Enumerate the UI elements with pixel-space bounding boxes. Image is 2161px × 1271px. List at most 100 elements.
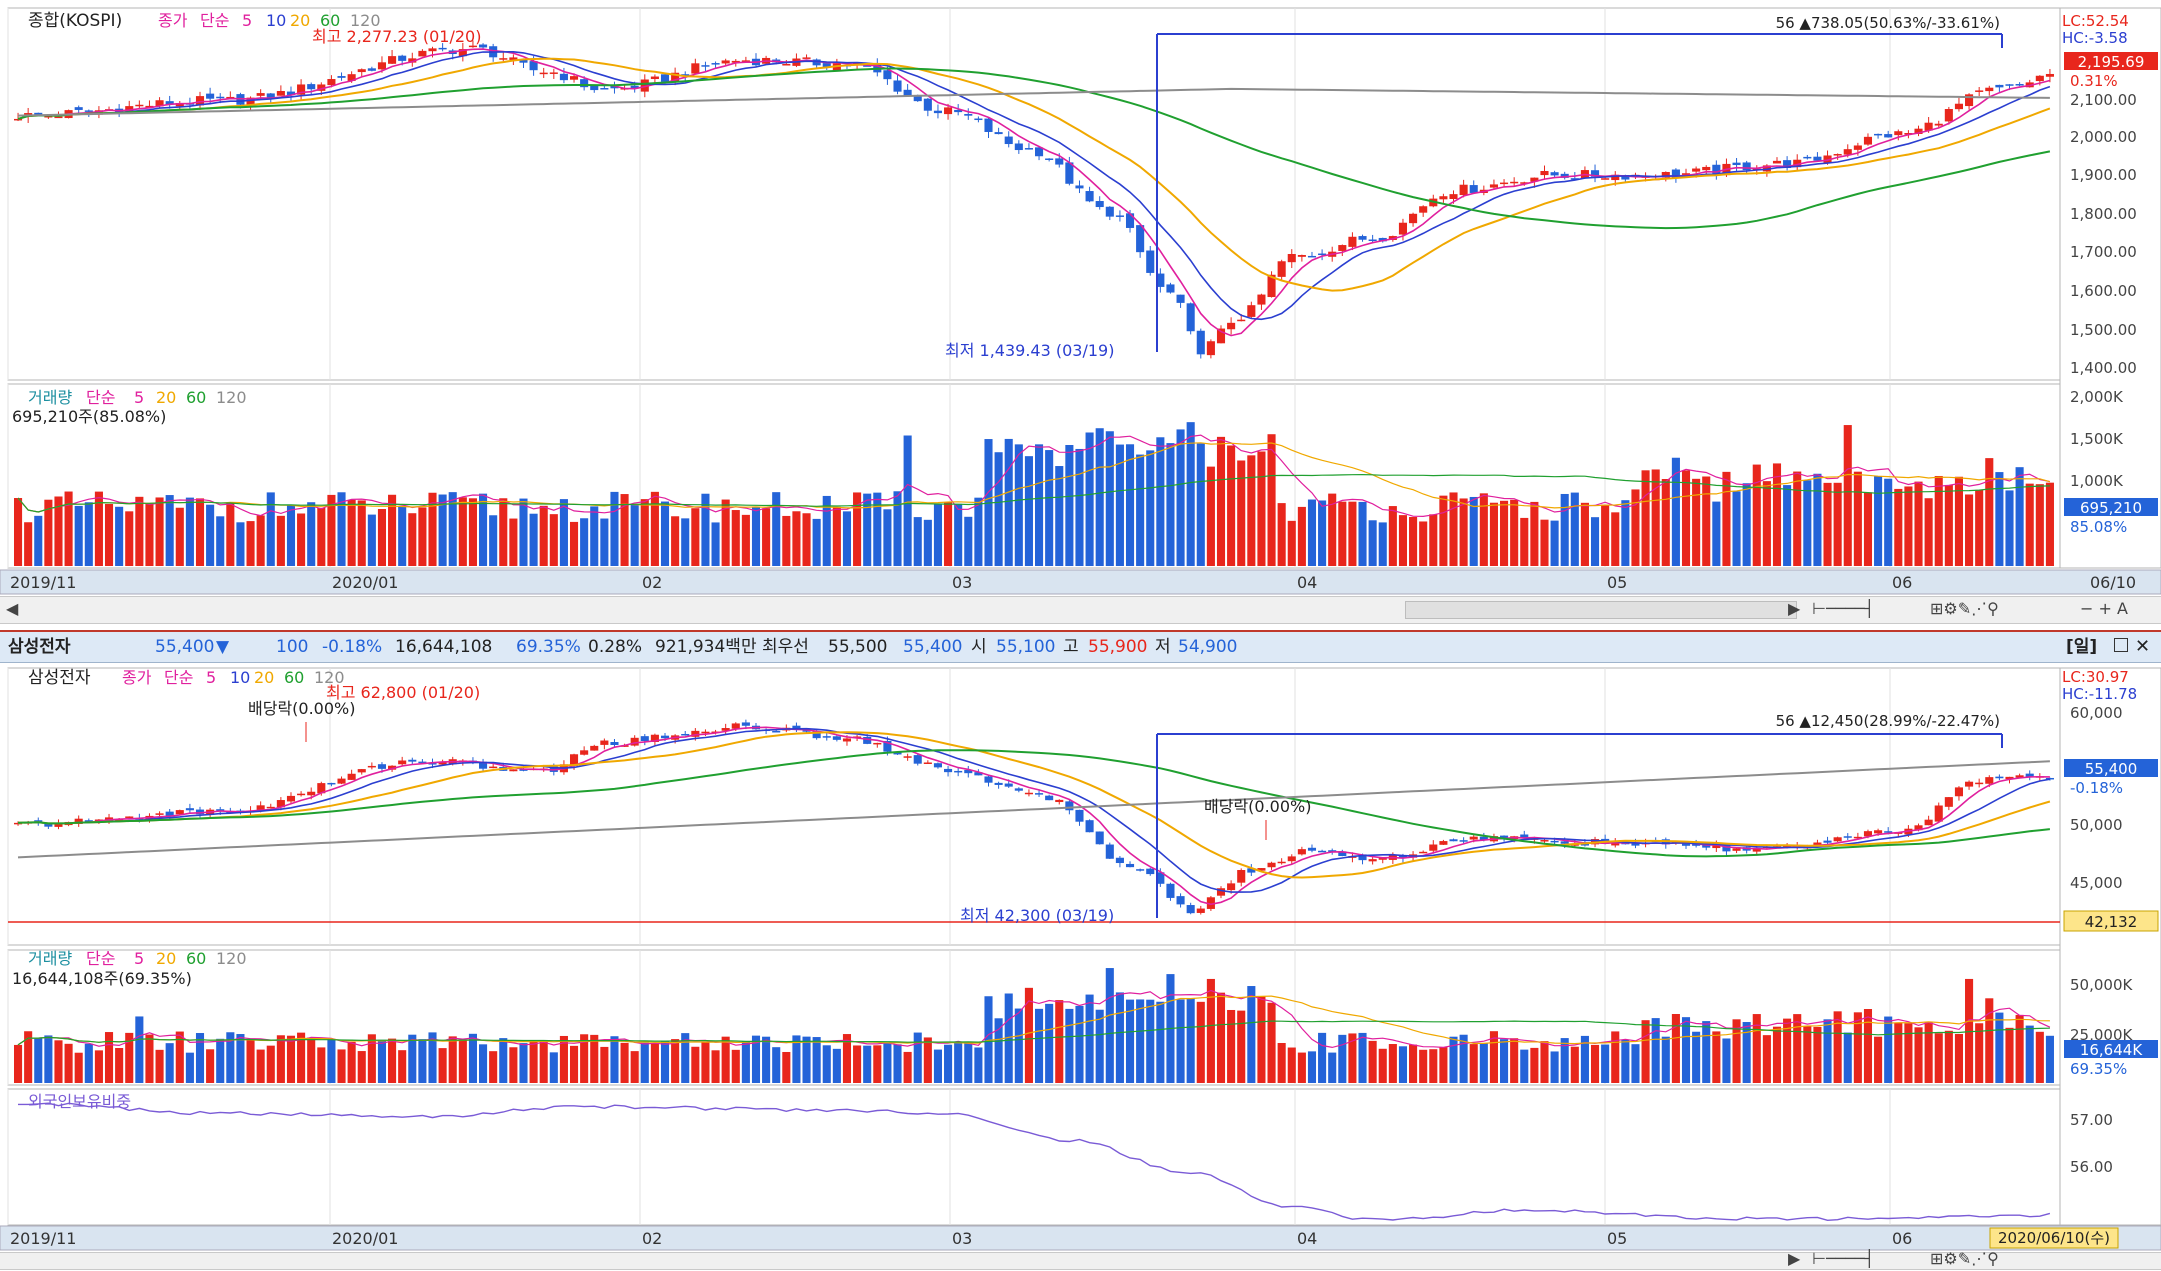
samsung-volume-bar xyxy=(468,1033,477,1083)
kospi-volume-bar xyxy=(165,495,174,566)
samsung-candle xyxy=(974,772,983,776)
kospi-volume-bar xyxy=(1125,444,1135,566)
scroll-left-icon[interactable]: ◀ xyxy=(6,599,19,618)
samsung-volume-bar xyxy=(539,1041,548,1083)
kospi-candle xyxy=(468,45,477,48)
samsung-volume-bar xyxy=(479,1044,488,1083)
samsung-candle xyxy=(185,808,194,811)
samsung-volume-bar xyxy=(1398,1046,1408,1083)
kospi-volume-bar xyxy=(1449,492,1458,566)
legend-item: 5 xyxy=(206,668,216,687)
kospi-volume-bar xyxy=(1136,454,1145,566)
high-annotation: 최고 62,800 (01/20) xyxy=(326,683,480,702)
samsung-candle xyxy=(1227,883,1236,891)
kospi-candle xyxy=(1469,185,1478,193)
kospi-candle xyxy=(923,98,932,111)
zoom-slider[interactable]: ⊢────┤ xyxy=(1812,1249,1875,1268)
samsung-candle xyxy=(1065,801,1074,811)
samsung-volume-bar xyxy=(246,1039,255,1083)
samsung-volume-bar xyxy=(226,1032,235,1083)
samsung-candle xyxy=(428,763,437,765)
kospi-candle xyxy=(1530,177,1539,182)
maximize-icon[interactable] xyxy=(2114,638,2128,652)
samsung-volume-bar xyxy=(842,1034,852,1083)
kospi-volume-bar xyxy=(448,492,457,566)
samsung-volume-bar xyxy=(438,1048,447,1083)
kospi-candle xyxy=(1570,178,1579,180)
scroll-right-icon[interactable]: ▶ xyxy=(1788,599,1801,618)
samsung-volume-bar xyxy=(1975,1023,1984,1083)
samsung-candle xyxy=(1216,888,1226,896)
samsung-volume-bar xyxy=(2015,1014,2024,1083)
samsung-volume-bar xyxy=(569,1045,579,1083)
kospi-volume-bar xyxy=(1975,489,1984,566)
tools-icon[interactable]: ⊞⚙✎⋰⚲ xyxy=(1930,1249,1999,1268)
kospi-volume-bar xyxy=(1995,472,2004,566)
kospi-volume-bar xyxy=(1601,504,1610,566)
kospi-volume-bar xyxy=(125,511,134,566)
kospi-volume-bar xyxy=(1328,493,1337,566)
zoom-controls[interactable]: − + A xyxy=(2080,599,2128,618)
kospi-candle xyxy=(1924,122,1933,131)
samsung-volume-bar xyxy=(1752,1014,1761,1083)
kospi-candle xyxy=(640,79,649,92)
samsung-volume-bar xyxy=(1631,1044,1640,1083)
volume-legend: 5 xyxy=(134,388,144,407)
samsung-volume-bar xyxy=(711,1050,720,1083)
kospi-volume-bar xyxy=(104,503,114,566)
kospi-candle xyxy=(145,105,154,108)
samsung-candle xyxy=(1055,799,1064,803)
samsung-volume-bar xyxy=(691,1046,700,1083)
kospi-candle xyxy=(1318,253,1327,256)
kospi-volume-bar xyxy=(1621,500,1630,566)
scroll-right-icon[interactable]: ▶ xyxy=(1788,1249,1801,1268)
kospi-candle xyxy=(256,93,265,96)
samsung-candle xyxy=(1783,845,1792,848)
volume-legend: 단순 xyxy=(86,388,115,407)
kospi-candle xyxy=(1419,206,1428,213)
kospi-volume-bar xyxy=(2025,483,2034,566)
kospi-volume-bar xyxy=(195,498,205,566)
samsung-candle xyxy=(792,725,801,729)
kospi-volume-bar xyxy=(1702,476,1711,566)
kospi-volume-bar xyxy=(337,492,346,566)
scrollbar-thumb[interactable] xyxy=(1405,601,1797,619)
close-icon[interactable]: ✕ xyxy=(2135,636,2151,657)
high-annotation: 최고 2,277.23 (01/20) xyxy=(312,27,481,46)
samsung-volume-bar xyxy=(1045,1003,1054,1083)
kospi-volume-bar xyxy=(398,505,407,566)
kospi-volume-bar xyxy=(1833,482,1842,566)
kospi-volume-bar xyxy=(1783,485,1792,566)
y-tick-top: 2,100.00 xyxy=(2070,91,2137,109)
samsung-volume-bar xyxy=(883,1043,892,1083)
samsung-volume-bar xyxy=(418,1039,427,1083)
kospi-candle xyxy=(499,58,508,60)
samsung-ma20-line xyxy=(17,731,2051,879)
kospi-candle xyxy=(266,93,275,99)
samsung-volume-bar xyxy=(307,1037,316,1083)
samsung-volume-bar xyxy=(347,1041,356,1083)
tools-icon[interactable]: ⊞⚙✎⋰⚲ xyxy=(1930,599,1999,618)
samsung-ma10-line xyxy=(17,727,2051,893)
kospi-volume-bar xyxy=(388,494,397,566)
x-label-bottom: 06 xyxy=(1892,1229,1912,1248)
samsung-volume-bar xyxy=(681,1033,690,1083)
samsung-candle xyxy=(1419,851,1428,854)
kospi-candle xyxy=(1692,168,1701,172)
kospi-volume-bar xyxy=(1297,506,1306,566)
samsung-candle xyxy=(377,764,387,769)
samsung-candle xyxy=(1884,831,1893,833)
x-axis-top xyxy=(0,569,2161,595)
kospi-volume-bar xyxy=(1944,484,1953,566)
samsung-candle xyxy=(1985,777,1994,784)
samsung-candle xyxy=(1146,868,1155,875)
samsung-volume-bar xyxy=(1540,1041,1549,1083)
samsung-volume-bar xyxy=(1924,1021,1933,1083)
stock-name[interactable]: 삼성전자 xyxy=(8,637,71,657)
kospi-candle xyxy=(1934,123,1943,126)
period-daily-button[interactable]: [일] xyxy=(2066,637,2098,657)
samsung-candle xyxy=(903,756,912,758)
kospi-volume-bar xyxy=(479,493,488,566)
zoom-slider[interactable]: ⊢────┤ xyxy=(1812,599,1875,618)
